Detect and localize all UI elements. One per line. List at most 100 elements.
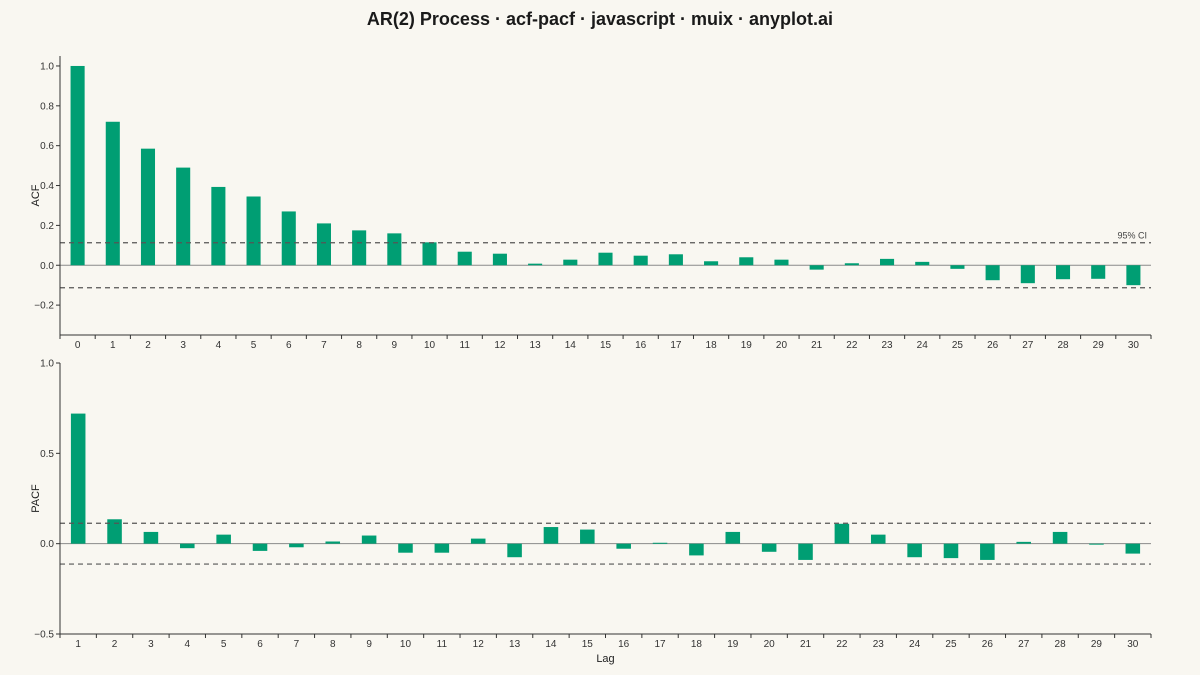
pacf-bar-lag-22 [834,523,850,544]
acf-bar-lag-30 [1126,265,1141,286]
acf-x-tick-label: 24 [917,340,929,351]
acf-bar-lag-19 [739,257,754,266]
acf-bar-lag-8 [352,230,367,266]
acf-bar-lag-11 [457,251,472,266]
acf-bar-lag-7 [316,223,331,266]
pacf-x-tick-label: 18 [691,639,703,650]
pacf-x-tick-label: 15 [582,639,594,650]
acf-bar-lag-18 [704,261,719,266]
pacf-bar-lag-24 [907,543,922,558]
acf-bar-lag-9 [387,233,402,266]
acf-y-tick-label: 0.8 [40,101,54,112]
acf-x-tick-label: 17 [670,340,682,351]
acf-x-tick-label: 29 [1093,340,1105,351]
pacf-bar-lag-15 [580,529,595,544]
acf-x-tick-label: 9 [392,340,398,351]
pacf-x-tick-label: 16 [618,639,630,650]
pacf-x-tick-label: 3 [148,639,154,650]
pacf-bar-lag-16 [616,543,631,549]
pacf-x-tick-label: 8 [330,639,336,650]
pacf-x-tick-label: 7 [294,639,300,650]
acf-x-tick-label: 15 [600,340,612,351]
acf-ci-label: 95% CI [1117,231,1147,241]
pacf-panel: −0.50.00.51.01 2 3 4 5 6 7 8 9 10 11 12 13 14 15 16 17 18… [30,359,1152,665]
acf-y-tick-label: 0.0 [40,261,54,272]
pacf-x-tick-label: 24 [909,639,921,650]
acf-panel: 95% CI−0.20.00.20.40.60.81.00 1 2 3 4 5 6 7 8 9 10… [30,56,1152,351]
acf-x-tick-label: 19 [741,340,753,351]
acf-bar-lag-15 [598,252,613,266]
acf-bar-lag-20 [774,259,789,266]
acf-bar-lag-10 [422,242,437,266]
chart-title: AR(2) Process · acf-pacf · javascript · … [366,9,834,29]
pacf-bar-lag-2 [107,519,122,544]
acf-y-tick-label: −0.2 [34,301,54,312]
pacf-bar-lag-25 [943,543,959,559]
pacf-x-axis-label: Lag [596,653,614,665]
pacf-x-tick-label: 21 [800,639,812,650]
acf-x-tick-label: 16 [635,340,647,351]
pacf-x-tick-label: 11 [437,639,448,650]
pacf-x-tick-label: 13 [509,639,521,650]
pacf-x-tick-label: 28 [1055,639,1067,650]
pacf-x-tick-label: 26 [982,639,994,650]
acf-bar-lag-29 [1091,265,1106,279]
acf-x-tick-label: 8 [356,340,362,351]
acf-y-tick-label: 0.6 [40,141,54,152]
acf-bar-lag-21 [809,265,824,270]
pacf-bar-lag-21 [798,543,813,560]
acf-x-tick-label: 21 [811,340,823,351]
acf-x-tick-label: 18 [706,340,718,351]
pacf-bar-lag-6 [252,543,268,551]
pacf-y-axis-label: PACF [30,484,42,513]
acf-bar-lag-4 [211,186,226,266]
acf-y-axis-label: ACF [30,184,42,206]
pacf-x-tick-label: 22 [836,639,848,650]
pacf-bar-lag-19 [725,531,741,544]
pacf-x-tick-label: 1 [75,639,81,650]
pacf-bar-lag-5 [216,534,231,544]
pacf-x-tick-label: 23 [873,639,885,650]
acf-x-tick-label: 2 [145,340,151,351]
acf-bar-lag-2 [140,148,156,266]
pacf-y-tick-label: 1.0 [40,359,54,370]
acf-x-tick-label: 25 [952,340,964,351]
acf-bar-lag-16 [633,255,648,266]
pacf-bar-lag-12 [470,538,486,544]
pacf-x-tick-label: 29 [1091,639,1103,650]
acf-x-tick-label: 6 [286,340,292,351]
acf-bar-lag-22 [844,263,859,266]
acf-bar-lag-14 [563,259,578,266]
pacf-x-tick-label: 9 [366,639,372,650]
acf-bar-lag-1 [105,121,120,266]
acf-bar-lag-27 [1020,265,1035,284]
acf-x-tick-label: 22 [846,340,858,351]
acf-x-tick-label: 10 [424,340,436,351]
acf-bar-lag-28 [1055,265,1071,280]
pacf-bar-lag-18 [689,543,704,556]
pacf-bar-lag-28 [1052,531,1068,544]
pacf-x-tick-label: 10 [400,639,412,650]
pacf-bar-lag-3 [143,531,159,544]
pacf-x-tick-label: 25 [945,639,957,650]
acf-x-tick-label: 7 [321,340,327,351]
acf-y-tick-label: 0.2 [40,221,54,232]
pacf-y-tick-label: 0.5 [40,449,54,460]
pacf-bar-lag-29 [1089,543,1104,545]
acf-x-tick-label: 0 [75,340,81,351]
acf-x-tick-label: 26 [987,340,999,351]
acf-bar-lag-26 [985,265,1000,281]
acf-x-tick-label: 3 [180,340,186,351]
pacf-bar-lag-4 [180,543,195,549]
acf-x-tick-label: 12 [494,340,506,351]
acf-y-tick-label: 0.4 [40,181,54,192]
pacf-bar-lag-1 [70,413,86,544]
pacf-bar-lag-7 [289,543,304,548]
acf-bar-lag-5 [246,196,261,266]
pacf-bar-lag-30 [1125,543,1141,554]
acf-bar-lag-25 [950,265,965,269]
pacf-y-tick-label: 0.0 [40,539,54,550]
pacf-x-tick-label: 5 [221,639,227,650]
acf-x-tick-label: 28 [1057,340,1069,351]
